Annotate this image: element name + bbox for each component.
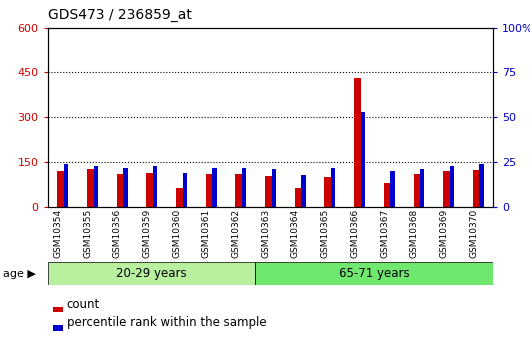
Bar	[64, 164, 68, 207]
Bar	[146, 172, 153, 207]
Bar	[57, 171, 64, 207]
Text: count: count	[67, 297, 100, 310]
Bar	[153, 166, 157, 207]
Bar	[420, 169, 425, 207]
Bar	[117, 174, 123, 207]
Bar	[206, 174, 213, 207]
Bar	[391, 171, 395, 207]
Bar	[354, 78, 361, 207]
Text: percentile rank within the sample: percentile rank within the sample	[67, 316, 267, 329]
Bar	[123, 168, 128, 207]
Bar	[255, 262, 493, 285]
Bar	[473, 170, 480, 207]
Bar	[265, 176, 272, 207]
Bar	[443, 171, 450, 207]
Bar	[302, 175, 306, 207]
Bar	[176, 188, 183, 207]
Bar	[242, 168, 246, 207]
Text: 20-29 years: 20-29 years	[116, 267, 187, 280]
Bar	[295, 188, 302, 207]
Bar	[235, 174, 242, 207]
Bar	[384, 183, 391, 207]
Bar	[94, 166, 98, 207]
Bar	[324, 177, 331, 207]
Bar	[213, 168, 217, 207]
Bar	[450, 166, 454, 207]
Bar	[413, 174, 420, 207]
Bar	[87, 169, 94, 207]
Bar	[480, 164, 484, 207]
Bar	[48, 262, 255, 285]
Text: GDS473 / 236859_at: GDS473 / 236859_at	[48, 8, 191, 22]
Bar	[331, 168, 335, 207]
Bar	[272, 169, 276, 207]
Bar	[183, 173, 187, 207]
Text: 65-71 years: 65-71 years	[339, 267, 410, 280]
Bar	[361, 112, 365, 207]
Text: age ▶: age ▶	[3, 269, 36, 278]
